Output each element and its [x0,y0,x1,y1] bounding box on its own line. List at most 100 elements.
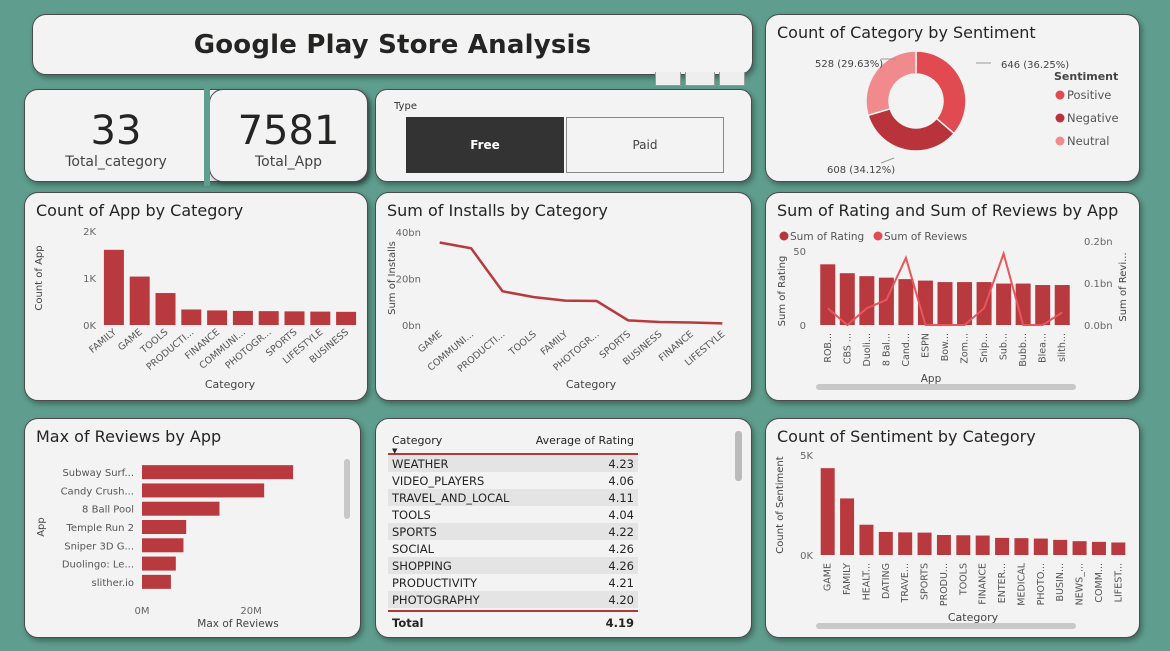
table-scrollbar[interactable] [735,431,742,481]
bar[interactable] [103,249,124,325]
bar[interactable] [142,465,294,480]
bar[interactable] [142,556,176,571]
bar[interactable] [878,531,893,555]
bar[interactable] [1091,541,1106,555]
column-header-category[interactable]: Category ▼ [392,434,443,455]
bar[interactable] [936,535,951,555]
bar[interactable] [937,282,953,325]
bar[interactable] [957,282,973,325]
bar[interactable] [336,311,357,325]
more-options-icon[interactable] [719,72,745,86]
horizontal-scrollbar[interactable] [816,623,1076,629]
focus-mode-icon[interactable] [685,72,715,86]
chart-title: Count of Sentiment by Category [777,427,1036,446]
app-by-category-chart[interactable]: 0K1K2KFAMILYGAMETOOLSPRODUCTI...FINANCEC… [25,193,368,401]
legend-marker[interactable] [1055,136,1065,146]
bar[interactable] [996,283,1012,325]
bar[interactable] [859,524,874,555]
y2-tick-label: 0.1bn [1084,279,1113,290]
bar[interactable] [976,282,992,325]
x-axis-title: Max of Reviews [197,618,278,630]
bar[interactable] [840,498,855,555]
max-reviews-chart[interactable]: Subway Surf... Candy Crush... 8 Ball Pool T… [25,419,361,638]
bar[interactable] [258,311,279,325]
bar[interactable] [956,535,971,555]
table-body: WEATHER 4.23 VIDEO_PLAYERS 4.06 TRAVEL_AND_L… [388,455,638,608]
bar[interactable] [142,538,184,553]
bar[interactable] [1033,538,1048,555]
slicer-option-free[interactable]: Free [406,117,564,173]
bar[interactable] [232,310,253,325]
table-row[interactable]: TRAVEL_AND_LOCAL 4.11 [388,489,638,506]
bar[interactable] [142,501,220,516]
cell-avg-rating: 4.04 [608,507,634,522]
rating-reviews-chart[interactable]: Sum of Rating Sum of Reviews 0 50 0.0bn 0.1bn… [766,193,1140,401]
chart-title: Count of Category by Sentiment [777,23,1036,42]
legend-marker[interactable] [1055,113,1065,123]
bar[interactable] [284,311,305,325]
bar[interactable] [129,276,150,325]
bar[interactable] [820,468,835,555]
bar[interactable] [142,574,171,589]
bar[interactable] [142,483,265,498]
legend-marker[interactable] [1055,90,1065,100]
horizontal-scrollbar[interactable] [816,384,1076,390]
bar[interactable] [310,311,331,325]
table-row[interactable]: TOOLS 4.04 [388,506,638,523]
bar[interactable] [995,537,1010,555]
sort-desc-icon[interactable]: ▼ [392,447,398,455]
bar[interactable] [898,279,914,325]
bar[interactable] [181,309,202,325]
cell-category: VIDEO_PLAYERS [392,473,485,488]
bar[interactable] [917,532,932,555]
reviews-line[interactable] [827,250,1063,327]
table-row[interactable]: SHOPPING 4.26 [388,557,638,574]
x-tick-label: BUSIN... [1055,563,1066,601]
x-tick-label: PRODU... [939,563,950,606]
bar[interactable] [207,310,228,325]
table-row[interactable]: WEATHER 4.23 [388,455,638,472]
x-tick-label: MEDICAL [1016,562,1027,605]
table-row[interactable]: VIDEO_PLAYERS 4.06 [388,472,638,489]
sentiment-donut-chart[interactable]: 646 (36.25%) 608 (34.12%) 528 (29.63%) Sent… [766,15,1140,182]
table-row[interactable]: SOCIAL 4.26 [388,540,638,557]
bar[interactable] [1035,285,1051,325]
installs-line[interactable] [439,241,723,325]
table-row[interactable]: SPORTS 4.22 [388,523,638,540]
bar[interactable] [898,532,913,555]
legend-item: Sum of Rating [790,231,864,243]
donut-slice-positive[interactable] [915,50,967,135]
donut-slice-neutral[interactable] [865,50,917,117]
legend-marker-rating[interactable] [779,231,789,241]
bar[interactable] [1054,285,1070,325]
y2-axis-title: Sum of Revi... [1118,252,1129,321]
leader-line[interactable] [880,157,895,164]
bar[interactable] [820,264,836,325]
pin-icon[interactable] [655,72,681,86]
bar[interactable] [859,276,875,325]
chart-title: Sum of Installs by Category [387,201,608,220]
sentiment-by-category-card: Count of Sentiment by Category 0K 5K GAME F… [765,418,1140,638]
column-header-avg-rating[interactable]: Average of Rating [535,434,634,447]
type-slicer[interactable]: Type Free Paid [375,89,752,182]
vertical-scrollbar[interactable] [344,459,350,519]
visual-header-icons[interactable] [655,72,751,86]
bar[interactable] [1111,542,1126,556]
donut-slice-negative[interactable] [867,107,956,152]
bar[interactable] [1014,538,1029,555]
bar[interactable] [1072,541,1087,555]
x-tick-label: Duoli... [862,333,873,367]
bar[interactable] [975,535,990,555]
bar[interactable] [142,520,187,534]
donut-data-label: 608 (34.12%) [827,165,895,176]
table-row[interactable]: PRODUCTIVITY 4.21 [388,574,638,591]
bar[interactable] [917,280,933,325]
sentiment-by-category-chart[interactable]: 0K 5K GAME FAMILY HEALT... DATING TRAVE... SPOR… [766,419,1140,638]
bar[interactable] [155,293,176,325]
table-row[interactable]: PHOTOGRAPHY 4.20 [388,591,638,608]
bar[interactable] [1053,539,1068,555]
legend-marker-reviews[interactable] [873,231,883,241]
slicer-option-paid[interactable]: Paid [566,117,724,173]
bar[interactable] [839,273,855,325]
